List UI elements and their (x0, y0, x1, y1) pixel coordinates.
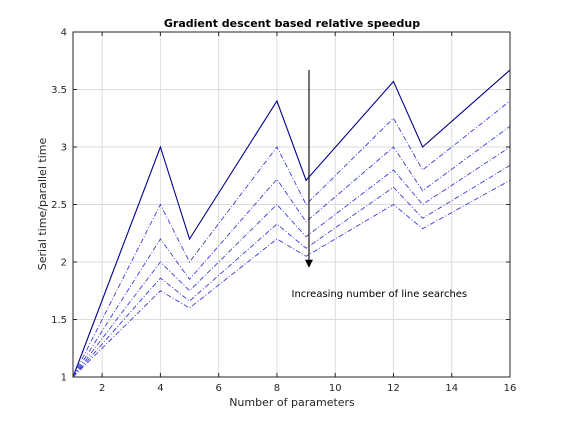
series-line-2 (72, 100, 511, 378)
y-tick-label: 2 (61, 258, 67, 269)
x-tick-label: 14 (445, 383, 458, 394)
x-tick-label: 10 (329, 383, 342, 394)
y-tick-label: 1 (61, 373, 67, 384)
x-tick-label: 8 (274, 383, 280, 394)
x-tick-label: 2 (99, 383, 105, 394)
ticks: 2 4 6 8 10 12 14 16 1 1.5 2 2.5 3 3.5 4 (51, 28, 516, 395)
annotation-text: Increasing number of line searches (292, 289, 468, 300)
y-tick-label: 1.5 (51, 315, 67, 326)
annotation-arrow-head (304, 259, 313, 268)
series-line-5 (72, 165, 511, 378)
x-tick-label: 4 (157, 383, 163, 394)
x-tick-label: 12 (387, 383, 400, 394)
x-axis-label: Number of parameters (229, 396, 355, 409)
y-tick-label: 2.5 (51, 200, 67, 211)
series-line-6 (72, 179, 511, 378)
y-tick-label: 3 (61, 143, 67, 154)
series-line-3 (72, 125, 511, 378)
series-line-4 (72, 146, 511, 378)
x-tick-label: 16 (504, 383, 517, 394)
y-tick-label: 4 (61, 28, 67, 39)
y-tick-label: 3.5 (51, 85, 67, 96)
x-tick-label: 6 (215, 383, 221, 394)
series-layer (72, 69, 511, 378)
chart-title: Gradient descent based relative speedup (164, 17, 420, 30)
y-axis-label: Serial time/parallel time (36, 138, 49, 271)
series-line-1 (72, 69, 511, 378)
annotation: Increasing number of line searches (292, 69, 468, 300)
